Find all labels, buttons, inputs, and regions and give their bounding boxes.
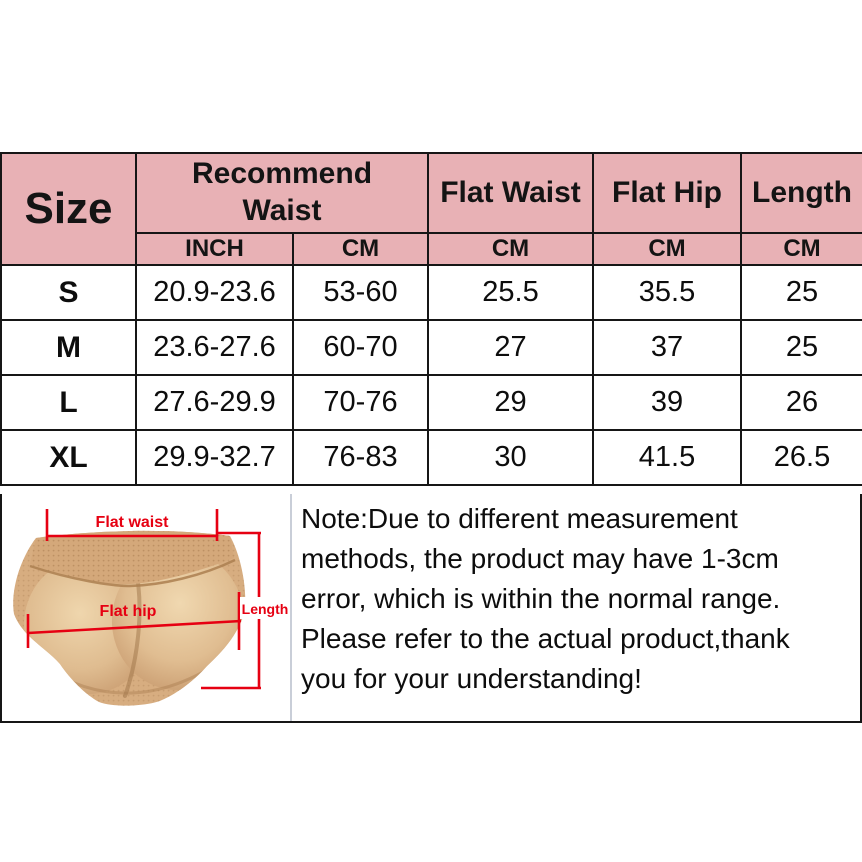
table-row: S 20.9-23.6 53-60 25.5 35.5 25 xyxy=(0,264,862,321)
size-table-header: Size Recommend Waist Flat Waist Flat Hip… xyxy=(0,152,862,266)
unit-header: CM xyxy=(427,232,594,266)
size-table: Size Recommend Waist Flat Waist Flat Hip… xyxy=(0,152,862,486)
note-line: Note:Due to different measurement xyxy=(301,503,738,534)
note-line: you for your understanding! xyxy=(301,663,642,694)
flat-waist-annotation: Flat waist xyxy=(96,514,170,531)
value-cell: 27 xyxy=(427,319,594,376)
units-row: INCH CM CM CM CM xyxy=(1,232,862,266)
col-header-flat-waist: Flat Waist xyxy=(427,152,594,234)
header-row-main: Size Recommend Waist Flat Waist Flat Hip… xyxy=(0,152,862,266)
bottom-panel: Flat waist Flat hip Length Note:Due to d… xyxy=(0,494,862,723)
note-line: error, which is within the normal range. xyxy=(301,583,781,614)
note-panel: Note:Due to different measurement methods… xyxy=(290,494,860,721)
value-cell: 27.6-29.9 xyxy=(135,374,294,431)
value-cell: 26 xyxy=(740,374,862,431)
unit-header: CM xyxy=(592,232,742,266)
value-cell: 37 xyxy=(592,319,742,376)
value-cell: 35.5 xyxy=(592,264,742,321)
col-header-flat-hip: Flat Hip xyxy=(592,152,742,234)
unit-header: CM xyxy=(292,232,429,266)
length-label-bg xyxy=(240,597,290,619)
unit-header: CM xyxy=(740,232,862,266)
value-cell: 41.5 xyxy=(592,429,742,486)
value-cell: 76-83 xyxy=(292,429,429,486)
size-cell: S xyxy=(0,264,137,321)
value-cell: 29 xyxy=(427,374,594,431)
value-cell: 30 xyxy=(427,429,594,486)
waistband-mesh xyxy=(30,530,234,585)
seam-line xyxy=(29,558,236,588)
size-cell: XL xyxy=(0,429,137,486)
value-cell: 23.6-27.6 xyxy=(135,319,294,376)
value-cell: 29.9-32.7 xyxy=(135,429,294,486)
note-text: Note:Due to different measurement methods… xyxy=(301,499,856,699)
note-line: Please refer to the actual product,thank xyxy=(301,623,790,654)
table-row: XL 29.9-32.7 76-83 30 41.5 26.5 xyxy=(0,429,862,486)
value-cell: 26.5 xyxy=(740,429,862,486)
table-row: M 23.6-27.6 60-70 27 37 25 xyxy=(0,319,862,376)
value-cell: 20.9-23.6 xyxy=(135,264,294,321)
measure-lines xyxy=(26,509,261,690)
col-header-recommend-waist: Recommend Waist xyxy=(135,152,429,234)
size-table-body: S 20.9-23.6 53-60 25.5 35.5 25 M 23.6-27.6 60-70… xyxy=(0,264,862,486)
panty-illustration: Flat waist Flat hip Length xyxy=(13,509,290,706)
table-row: L 27.6-29.9 70-76 29 39 26 xyxy=(0,374,862,431)
note-line: methods, the product may have 1-3cm xyxy=(301,543,779,574)
length-annotation: Length xyxy=(242,601,289,617)
value-cell: 25 xyxy=(740,319,862,376)
product-diagram: Flat waist Flat hip Length xyxy=(2,494,290,721)
size-cell: M xyxy=(0,319,137,376)
value-cell: 25 xyxy=(740,264,862,321)
value-cell: 53-60 xyxy=(292,264,429,321)
col-header-size: Size xyxy=(0,152,137,266)
value-cell: 25.5 xyxy=(427,264,594,321)
recommend-waist-label: Recommend Waist xyxy=(191,157,373,227)
col-header-length: Length xyxy=(740,152,862,234)
value-cell: 60-70 xyxy=(292,319,429,376)
size-cell: L xyxy=(0,374,137,431)
value-cell: 70-76 xyxy=(292,374,429,431)
value-cell: 39 xyxy=(592,374,742,431)
unit-header: INCH xyxy=(135,232,294,266)
flat-hip-annotation: Flat hip xyxy=(100,603,157,620)
